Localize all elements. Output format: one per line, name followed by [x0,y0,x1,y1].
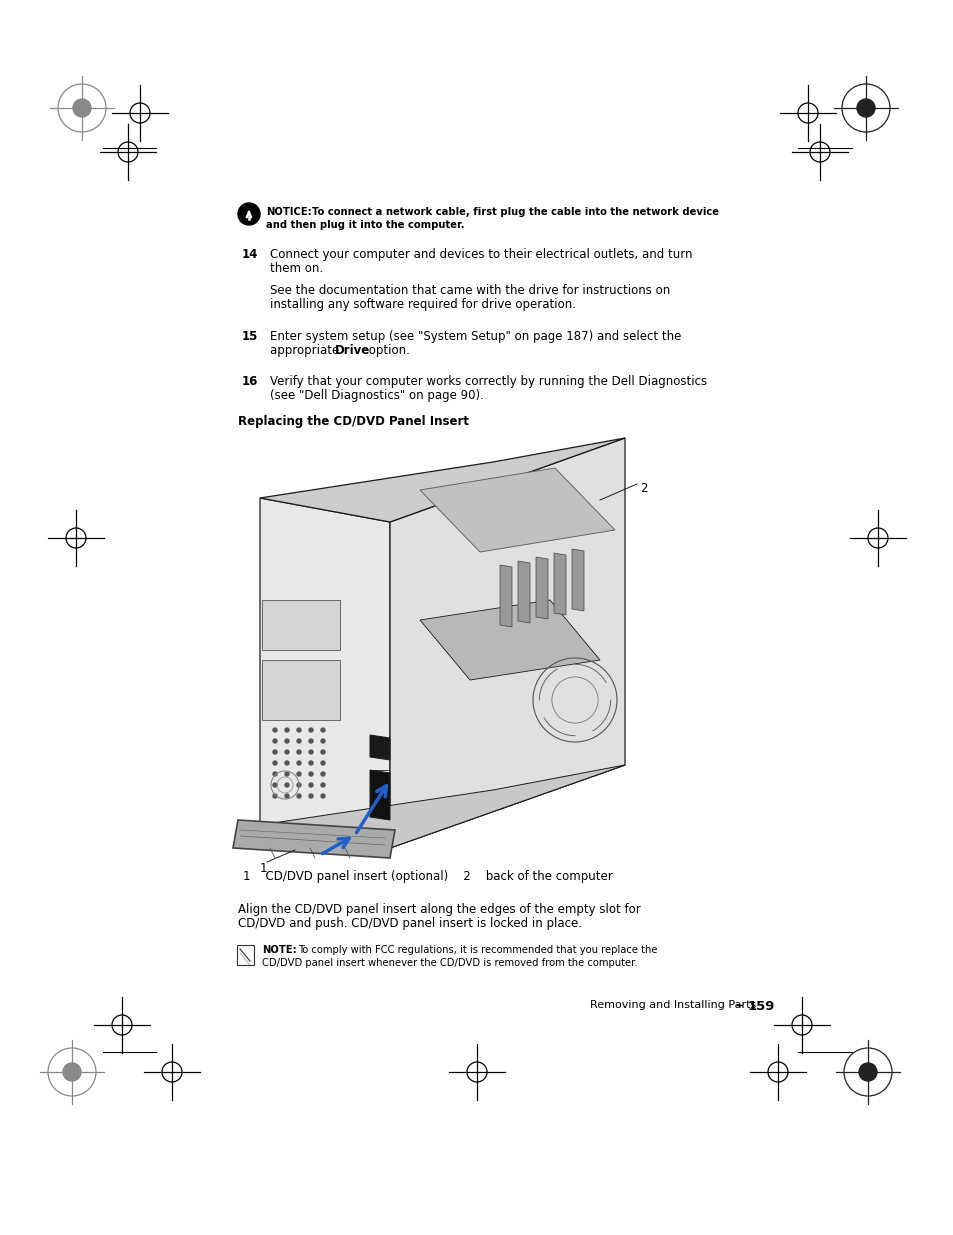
Text: 2: 2 [639,482,647,495]
Circle shape [296,794,301,798]
Circle shape [320,750,325,755]
Circle shape [320,783,325,787]
Polygon shape [419,468,615,552]
Polygon shape [260,438,624,522]
Circle shape [296,772,301,776]
Circle shape [237,203,260,225]
Circle shape [285,772,289,776]
Circle shape [273,727,276,732]
Circle shape [320,794,325,798]
Text: NOTICE:: NOTICE: [266,207,312,217]
Circle shape [320,739,325,743]
Text: (see "Dell Diagnostics" on page 90).: (see "Dell Diagnostics" on page 90). [270,389,483,403]
Text: Verify that your computer works correctly by running the Dell Diagnostics: Verify that your computer works correctl… [270,375,706,388]
Text: Removing and Installing Parts: Removing and Installing Parts [589,1000,756,1010]
Circle shape [309,772,313,776]
Circle shape [309,739,313,743]
Polygon shape [260,764,624,848]
Circle shape [320,727,325,732]
Text: CD/DVD panel insert whenever the CD/DVD is removed from the computer.: CD/DVD panel insert whenever the CD/DVD … [262,958,637,968]
Polygon shape [370,769,390,820]
Circle shape [296,750,301,755]
Polygon shape [260,498,390,848]
Circle shape [285,761,289,764]
Text: appropriate: appropriate [270,345,343,357]
Circle shape [856,99,874,117]
Circle shape [296,727,301,732]
Text: 1: 1 [260,862,267,876]
Circle shape [309,750,313,755]
Text: Replacing the CD/DVD Panel Insert: Replacing the CD/DVD Panel Insert [237,415,469,429]
Circle shape [309,794,313,798]
Circle shape [296,739,301,743]
Circle shape [273,750,276,755]
Circle shape [296,783,301,787]
Text: See the documentation that came with the drive for instructions on: See the documentation that came with the… [270,284,670,296]
Text: Enter system setup (see "System Setup" on page 187) and select the: Enter system setup (see "System Setup" o… [270,330,680,343]
Circle shape [309,727,313,732]
Circle shape [309,783,313,787]
Circle shape [285,783,289,787]
Text: Drive: Drive [335,345,370,357]
Circle shape [285,750,289,755]
Circle shape [273,772,276,776]
Polygon shape [499,564,512,627]
Bar [236,945,253,965]
Circle shape [273,794,276,798]
Polygon shape [390,438,624,848]
Circle shape [273,739,276,743]
Circle shape [63,1063,81,1081]
Text: 15: 15 [242,330,258,343]
Text: To comply with FCC regulations, it is recommended that you replace the: To comply with FCC regulations, it is re… [297,945,657,955]
Polygon shape [233,820,395,858]
Text: installing any software required for drive operation.: installing any software required for dri… [270,298,576,311]
Text: 14: 14 [242,248,258,261]
Polygon shape [262,600,339,650]
Circle shape [296,761,301,764]
Circle shape [285,794,289,798]
Text: 1    CD/DVD panel insert (optional)    2    back of the computer: 1 CD/DVD panel insert (optional) 2 back … [243,869,612,883]
Polygon shape [419,600,599,680]
Text: 159: 159 [747,1000,775,1013]
Circle shape [858,1063,876,1081]
Text: and then plug it into the computer.: and then plug it into the computer. [266,220,464,230]
Text: option.: option. [365,345,410,357]
Text: Connect your computer and devices to their electrical outlets, and turn: Connect your computer and devices to the… [270,248,692,261]
Circle shape [273,761,276,764]
Text: Align the CD/DVD panel insert along the edges of the empty slot for: Align the CD/DVD panel insert along the … [237,903,640,916]
Circle shape [285,727,289,732]
Polygon shape [536,557,547,619]
Polygon shape [262,659,339,720]
Text: To connect a network cable, first plug the cable into the network device: To connect a network cable, first plug t… [312,207,719,217]
Circle shape [73,99,91,117]
Text: them on.: them on. [270,262,323,275]
Circle shape [285,739,289,743]
Polygon shape [572,550,583,611]
Text: CD/DVD and push. CD/DVD panel insert is locked in place.: CD/DVD and push. CD/DVD panel insert is … [237,918,581,930]
Polygon shape [554,553,565,615]
Circle shape [320,761,325,764]
Text: NOTE:: NOTE: [262,945,296,955]
Circle shape [273,783,276,787]
Polygon shape [517,561,530,622]
Polygon shape [260,764,624,848]
Circle shape [309,761,313,764]
Polygon shape [370,735,390,760]
Text: 16: 16 [242,375,258,388]
Circle shape [320,772,325,776]
